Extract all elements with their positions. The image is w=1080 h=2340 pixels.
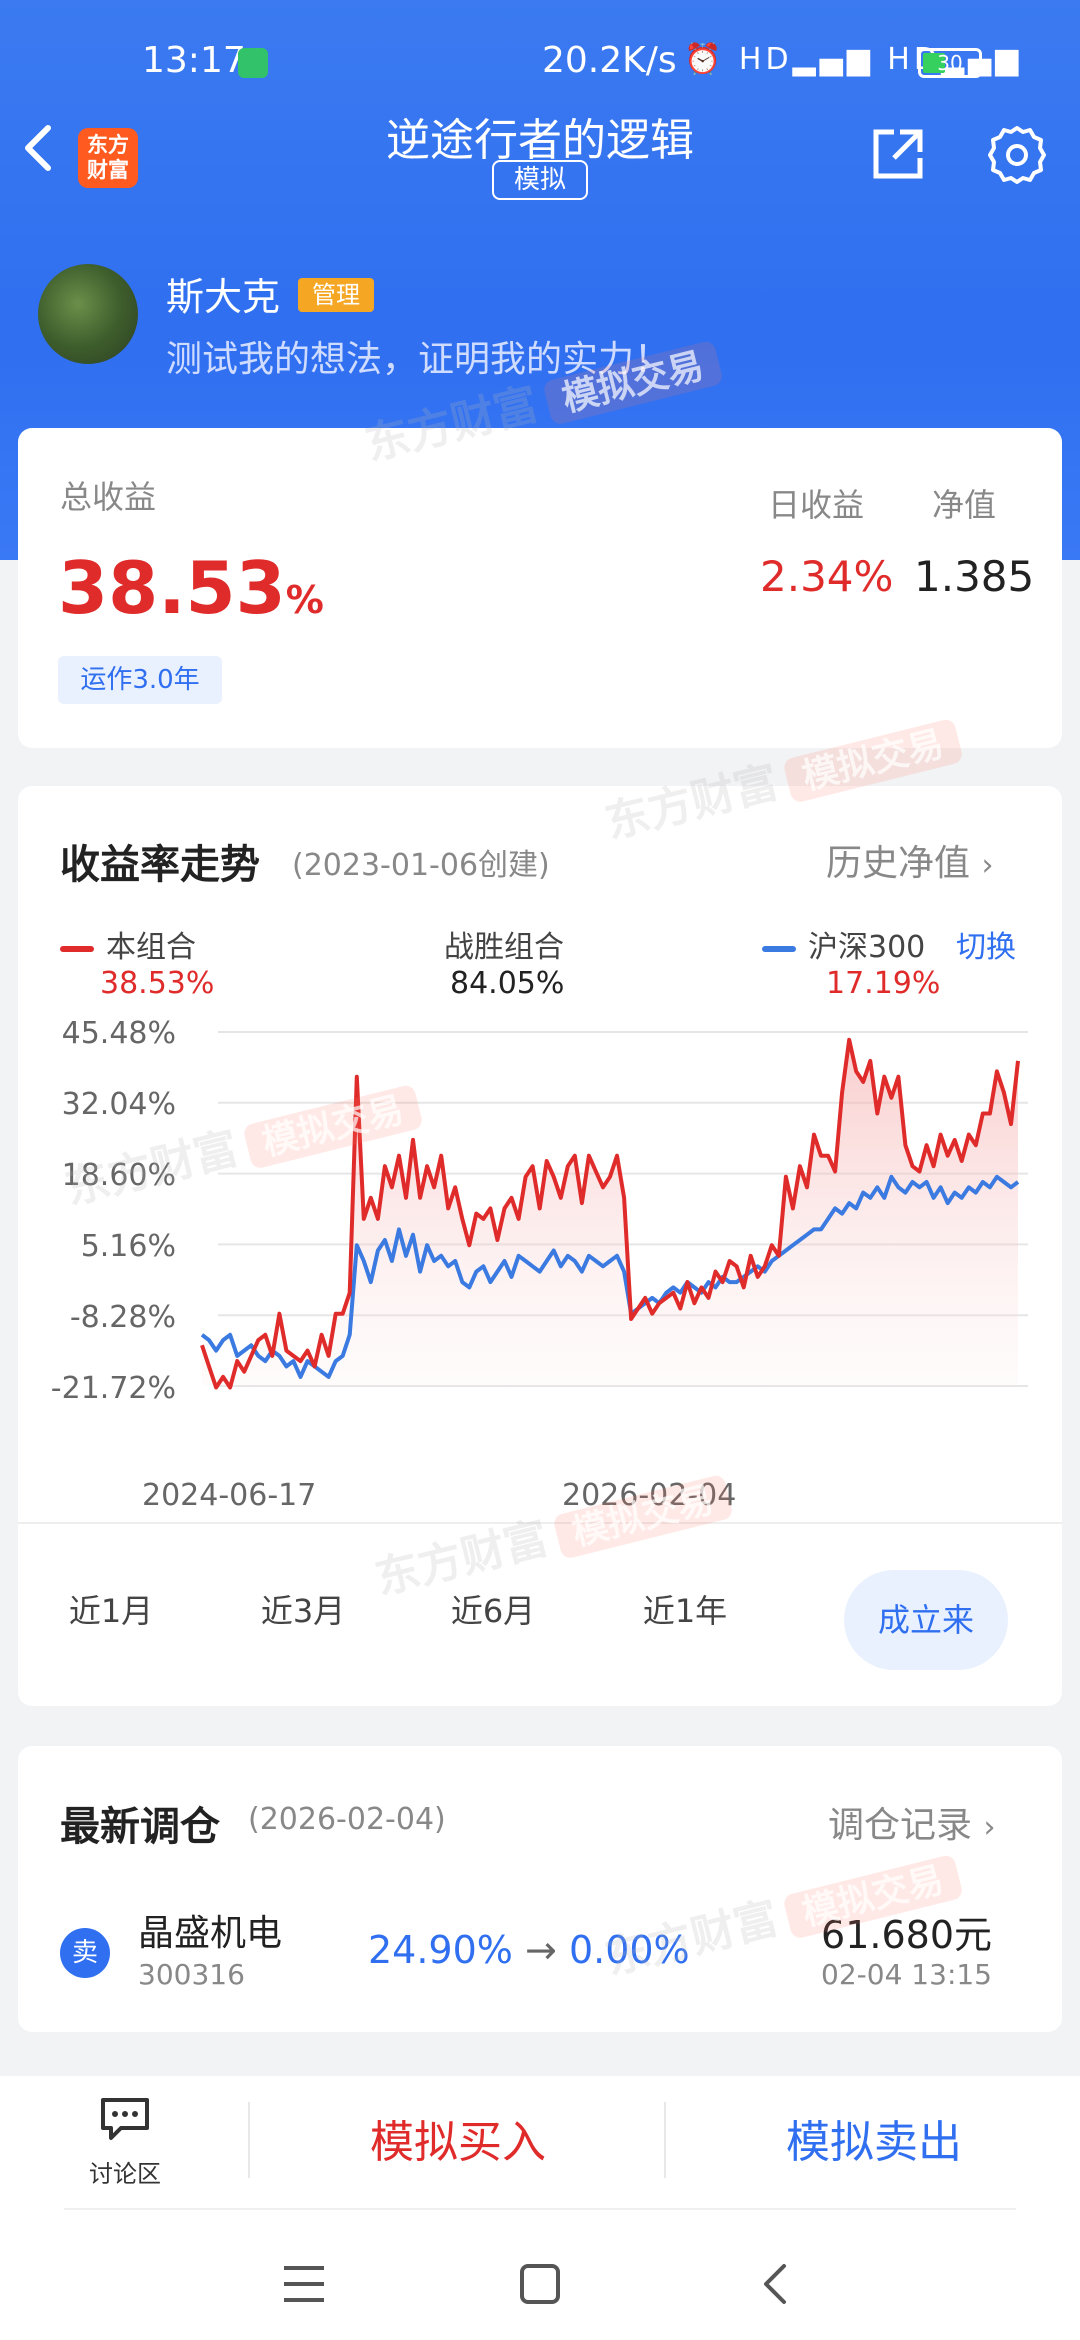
back-icon[interactable] [746,2254,806,2314]
share-icon [873,129,923,179]
separator [664,2102,666,2178]
status-bar: 13:17 20.2K/s ⏰ HD▂▄▆ HD▂▄▆ 30 [0,0,1080,130]
latest-rebalance-card: 最新调仓 (2026-02-04) 调仓记录 › 卖 晶盛机电 300316 2… [18,1746,1062,2032]
x-tick-start: 2024-06-17 [142,1478,317,1513]
home-icon[interactable] [510,2254,570,2314]
legend-csi300-value: 17.19% [826,966,941,1001]
chevron-right-icon: › [983,1810,996,1845]
nav-value: 1.385 [914,552,1035,601]
legend-line-red [60,945,94,952]
chat-bubble-icon [101,2098,149,2140]
trend-title: 收益率走势 [60,842,260,888]
user-motto: 测试我的想法，证明我的实力！ [166,339,671,380]
legend-line-blue [762,945,796,952]
sell-action-badge: 卖 [60,1928,110,1978]
x-tick-end: 2026-02-04 [562,1478,737,1513]
legend-portfolio: 本组合 [60,922,196,966]
y-tick: 32.04% [61,1087,176,1122]
stock-code: 300316 [138,1958,245,1991]
y-tick: -8.28% [69,1300,176,1335]
simulate-sell-button[interactable]: 模拟卖出 [786,2117,962,2168]
legend-portfolio-value: 38.53% [100,966,215,1001]
nav-label: 净值 [932,486,997,524]
daily-return-label: 日收益 [768,486,865,524]
profile-section: 斯大克 管理 测试我的想法，证明我的实力！ [0,260,1080,380]
return-trend-card: 收益率走势 (2023-01-06创建) 历史净值 › 本组合 38.53% 战… [18,786,1062,1706]
series-line-本组合 [200,1037,1020,1390]
created-date: (2023-01-06创建) [292,848,550,883]
period-3m[interactable]: 近3月 [260,1592,346,1630]
trade-time: 02-04 13:15 [821,1958,992,1991]
user-name[interactable]: 斯大克 [166,275,281,319]
period-since-inception[interactable]: 成立来 [844,1570,1008,1670]
run-duration-badge: 运作3.0年 [58,656,222,704]
simulate-buy-button[interactable]: 模拟买入 [370,2117,546,2168]
weight-change: 24.90% → 0.00% [368,1928,690,1972]
switch-benchmark-button[interactable]: 切换 [956,930,1016,965]
rebalance-title: 最新调仓 [60,1804,220,1850]
trade-price: 61.680元 [821,1913,992,1957]
rebalance-history-link[interactable]: 调仓记录 › [828,1805,996,1846]
series-area-本组合 [202,1039,1018,1388]
legend-beat: 战胜组合 [444,930,564,965]
status-time: 13:17 [142,40,246,81]
return-chart[interactable] [18,986,1062,1446]
legend-beat-value: 84.05% [450,966,565,1001]
share-button[interactable] [870,126,926,182]
history-nav-link[interactable]: 历史净值 › [826,843,994,884]
y-tick: 45.48% [61,1016,176,1051]
y-tick: -21.72% [50,1371,176,1406]
period-1y[interactable]: 近1年 [642,1592,728,1630]
y-tick: 5.16% [80,1229,176,1264]
rebalance-date: (2026-02-04) [248,1802,446,1837]
shield-icon [238,48,268,78]
signal-icons: ⏰ HD▂▄▆ HD▂▄▆ [684,42,1023,77]
settings-button[interactable] [986,124,1048,186]
back-button[interactable] [18,118,72,188]
admin-badge: 管理 [298,278,374,312]
total-return-label: 总收益 [60,478,157,516]
app-logo: 东方 财富 [78,128,138,188]
page-title: 逆途行者的逻辑 [386,115,694,166]
avatar[interactable] [38,264,138,364]
series-line-沪深300 [200,1174,1020,1379]
bottom-action-bar: 讨论区 模拟买入 模拟卖出 [0,2076,1080,2340]
divider [18,1522,1062,1524]
simulation-badge: 模拟 [492,160,588,200]
separator [248,2102,250,2178]
discussion-button[interactable]: 讨论区 [60,2096,190,2188]
daily-return-value: 2.34% [760,552,894,601]
nav-bar: 东方 财富 逆途行者的逻辑 模拟 [0,100,1080,210]
gear-icon [988,126,1046,184]
legend-csi300: 沪深300 [762,922,925,966]
chevron-right-icon: › [981,848,994,883]
total-return-value: 38.53% [58,546,324,630]
returns-summary-card: 总收益 38.53% 运作3.0年 日收益 净值 2.34% 1.385 [18,428,1062,748]
menu-icon[interactable] [274,2254,334,2314]
network-speed: 20.2K/s [542,40,677,81]
period-6m[interactable]: 近6月 [450,1592,536,1630]
divider [64,2208,1016,2210]
period-1m[interactable]: 近1月 [68,1592,154,1630]
stock-name[interactable]: 晶盛机电 [138,1913,283,1954]
y-tick: 18.60% [61,1158,176,1193]
battery-icon: 30 [918,48,982,78]
chevron-left-icon [25,125,51,171]
